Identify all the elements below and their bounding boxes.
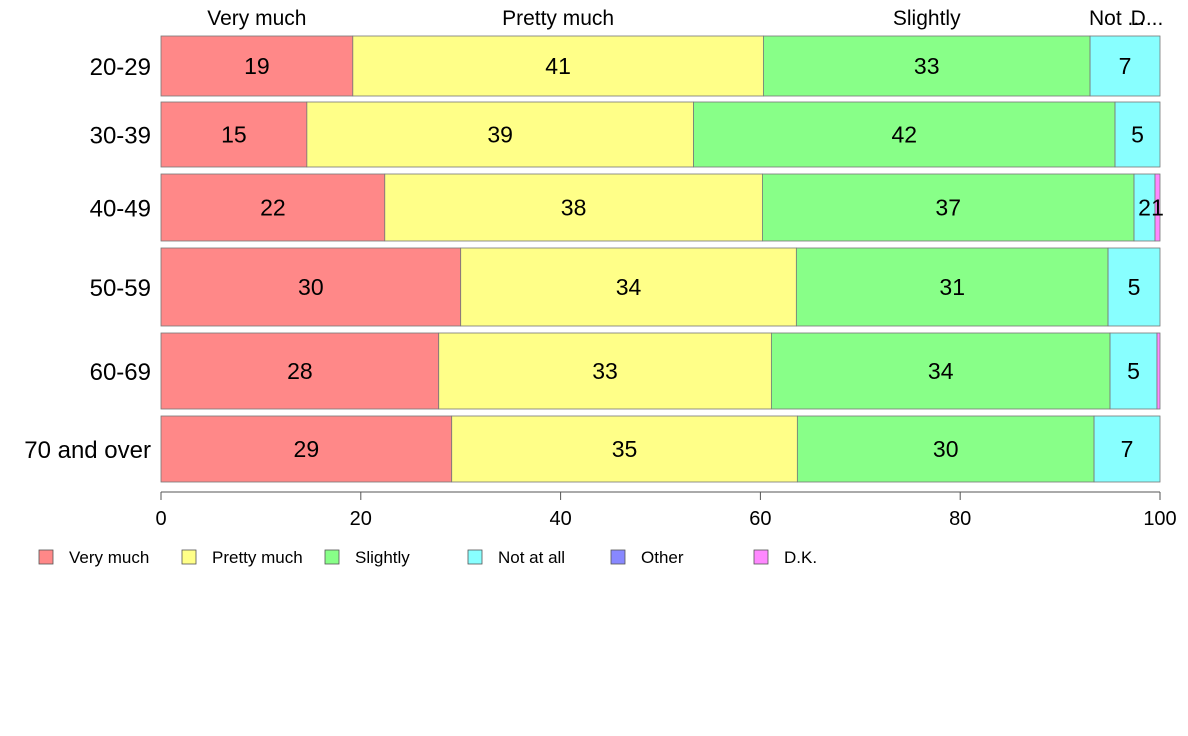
bar-70-and-over-slightly <box>796 415 1095 483</box>
data-label-40-49-very-much: 22 <box>260 195 286 221</box>
x-tick-label-0: 0 <box>155 508 166 530</box>
bar-60-69-pretty-much <box>438 332 772 410</box>
x-axis: 0 20 40 60 80 100 <box>155 491 1177 530</box>
top-label-slightly: Slightly <box>893 7 961 30</box>
data-label-70-and-over-pretty-much: 35 <box>612 436 638 462</box>
bar-60-69-very-much <box>160 332 440 410</box>
data-label-60-69-slightly: 34 <box>928 358 954 384</box>
bar-70-and-over-very-much <box>160 415 453 483</box>
data-label-60-69-not-at-all: 5 <box>1127 358 1140 384</box>
data-label-50-59-very-much: 30 <box>298 274 324 300</box>
data-label-40-49-d-k: 1 <box>1151 195 1164 221</box>
legend-swatch-pretty-much <box>181 549 197 565</box>
legend: Very much Pretty much Slightly Not at all Ot… <box>38 548 817 567</box>
data-label-70-and-over-very-much: 29 <box>294 436 320 462</box>
data-label-20-29-very-much: 19 <box>244 53 270 79</box>
legend-label-pretty-much: Pretty much <box>212 548 303 567</box>
top-label-pretty-much: Pretty much <box>502 7 614 30</box>
legend-label-very-much: Very much <box>69 548 149 567</box>
data-label-50-59-slightly: 31 <box>939 274 965 300</box>
data-label-40-49-slightly: 37 <box>935 195 961 221</box>
bar-60-69-not-at-all <box>1109 332 1158 410</box>
top-label-not-at-all: Not ... <box>1089 7 1145 30</box>
bar-40-49-very-much <box>160 173 386 242</box>
bar-30-39-slightly <box>693 101 1116 168</box>
bar-70-and-over-not-at-all <box>1093 415 1161 483</box>
data-label-20-29-pretty-much: 41 <box>545 53 571 79</box>
data-label-30-39-pretty-much: 39 <box>487 122 513 148</box>
legend-label-other: Other <box>641 548 684 567</box>
bar-20-29-not-at-all <box>1089 35 1161 97</box>
data-label-70-and-over-slightly: 30 <box>933 436 959 462</box>
legend-swatch-other <box>610 549 626 565</box>
bar-50-59-very-much <box>160 247 462 327</box>
bar-30-39-very-much <box>160 101 308 168</box>
bar-50-59-not-at-all <box>1107 247 1161 327</box>
bar-50-59-slightly <box>795 247 1109 327</box>
bars: 19 41 33 7 15 39 42 5 22 38 37 2 1 30 34 31 5 28 33 34 5 29 35… <box>160 35 1164 483</box>
y-label-30-39: 30-39 <box>90 123 151 150</box>
bar-50-59-pretty-much <box>460 247 797 327</box>
top-category-labels: Very much Pretty much Slightly Not ...D... <box>207 7 1163 30</box>
bar-30-39-pretty-much <box>306 101 694 168</box>
data-label-40-49-not-at-all: 2 <box>1138 195 1151 221</box>
legend-label-slightly: Slightly <box>355 548 410 567</box>
legend-swatch-not-at-all <box>467 549 483 565</box>
data-label-50-59-not-at-all: 5 <box>1128 274 1141 300</box>
bar-40-49-d-k <box>1154 173 1161 242</box>
data-label-60-69-pretty-much: 33 <box>592 358 618 384</box>
data-label-40-49-pretty-much: 38 <box>561 195 587 221</box>
data-label-70-and-over-not-at-all: 7 <box>1121 436 1134 462</box>
top-label-very-much: Very much <box>207 7 306 30</box>
bar-30-39-not-at-all <box>1114 101 1161 168</box>
y-label-20-29: 20-29 <box>90 54 151 81</box>
bar-40-49-pretty-much <box>384 173 763 242</box>
data-label-60-69-very-much: 28 <box>287 358 313 384</box>
x-tick-label-40: 40 <box>549 508 571 530</box>
legend-swatch-d-k <box>753 549 769 565</box>
top-label-d-k: D... <box>1131 7 1164 30</box>
y-label-50-59: 50-59 <box>90 275 151 302</box>
data-label-20-29-not-at-all: 7 <box>1119 53 1132 79</box>
legend-label-not-at-all: Not at all <box>498 548 565 567</box>
bar-70-and-over-pretty-much <box>451 415 798 483</box>
bar-60-69-d-k <box>1156 332 1161 410</box>
y-label-70-and-over: 70 and over <box>24 437 151 464</box>
y-label-60-69: 60-69 <box>90 359 151 386</box>
y-label-40-49: 40-49 <box>90 196 151 223</box>
x-tick-label-80: 80 <box>949 508 971 530</box>
y-axis-labels: 20-29 30-39 40-49 50-59 60-69 70 and over <box>24 54 151 464</box>
data-label-30-39-not-at-all: 5 <box>1131 122 1144 148</box>
data-label-50-59-pretty-much: 34 <box>616 274 642 300</box>
legend-swatch-very-much <box>38 549 54 565</box>
data-label-20-29-slightly: 33 <box>914 53 940 79</box>
data-label-30-39-slightly: 42 <box>891 122 917 148</box>
x-tick-label-60: 60 <box>749 508 771 530</box>
legend-swatch-slightly <box>324 549 340 565</box>
data-label-30-39-very-much: 15 <box>221 122 247 148</box>
bar-40-49-slightly <box>761 173 1135 242</box>
x-tick-label-100: 100 <box>1143 508 1176 530</box>
bar-20-29-pretty-much <box>352 35 764 97</box>
legend-label-d-k: D.K. <box>784 548 817 567</box>
x-tick-label-20: 20 <box>350 508 372 530</box>
